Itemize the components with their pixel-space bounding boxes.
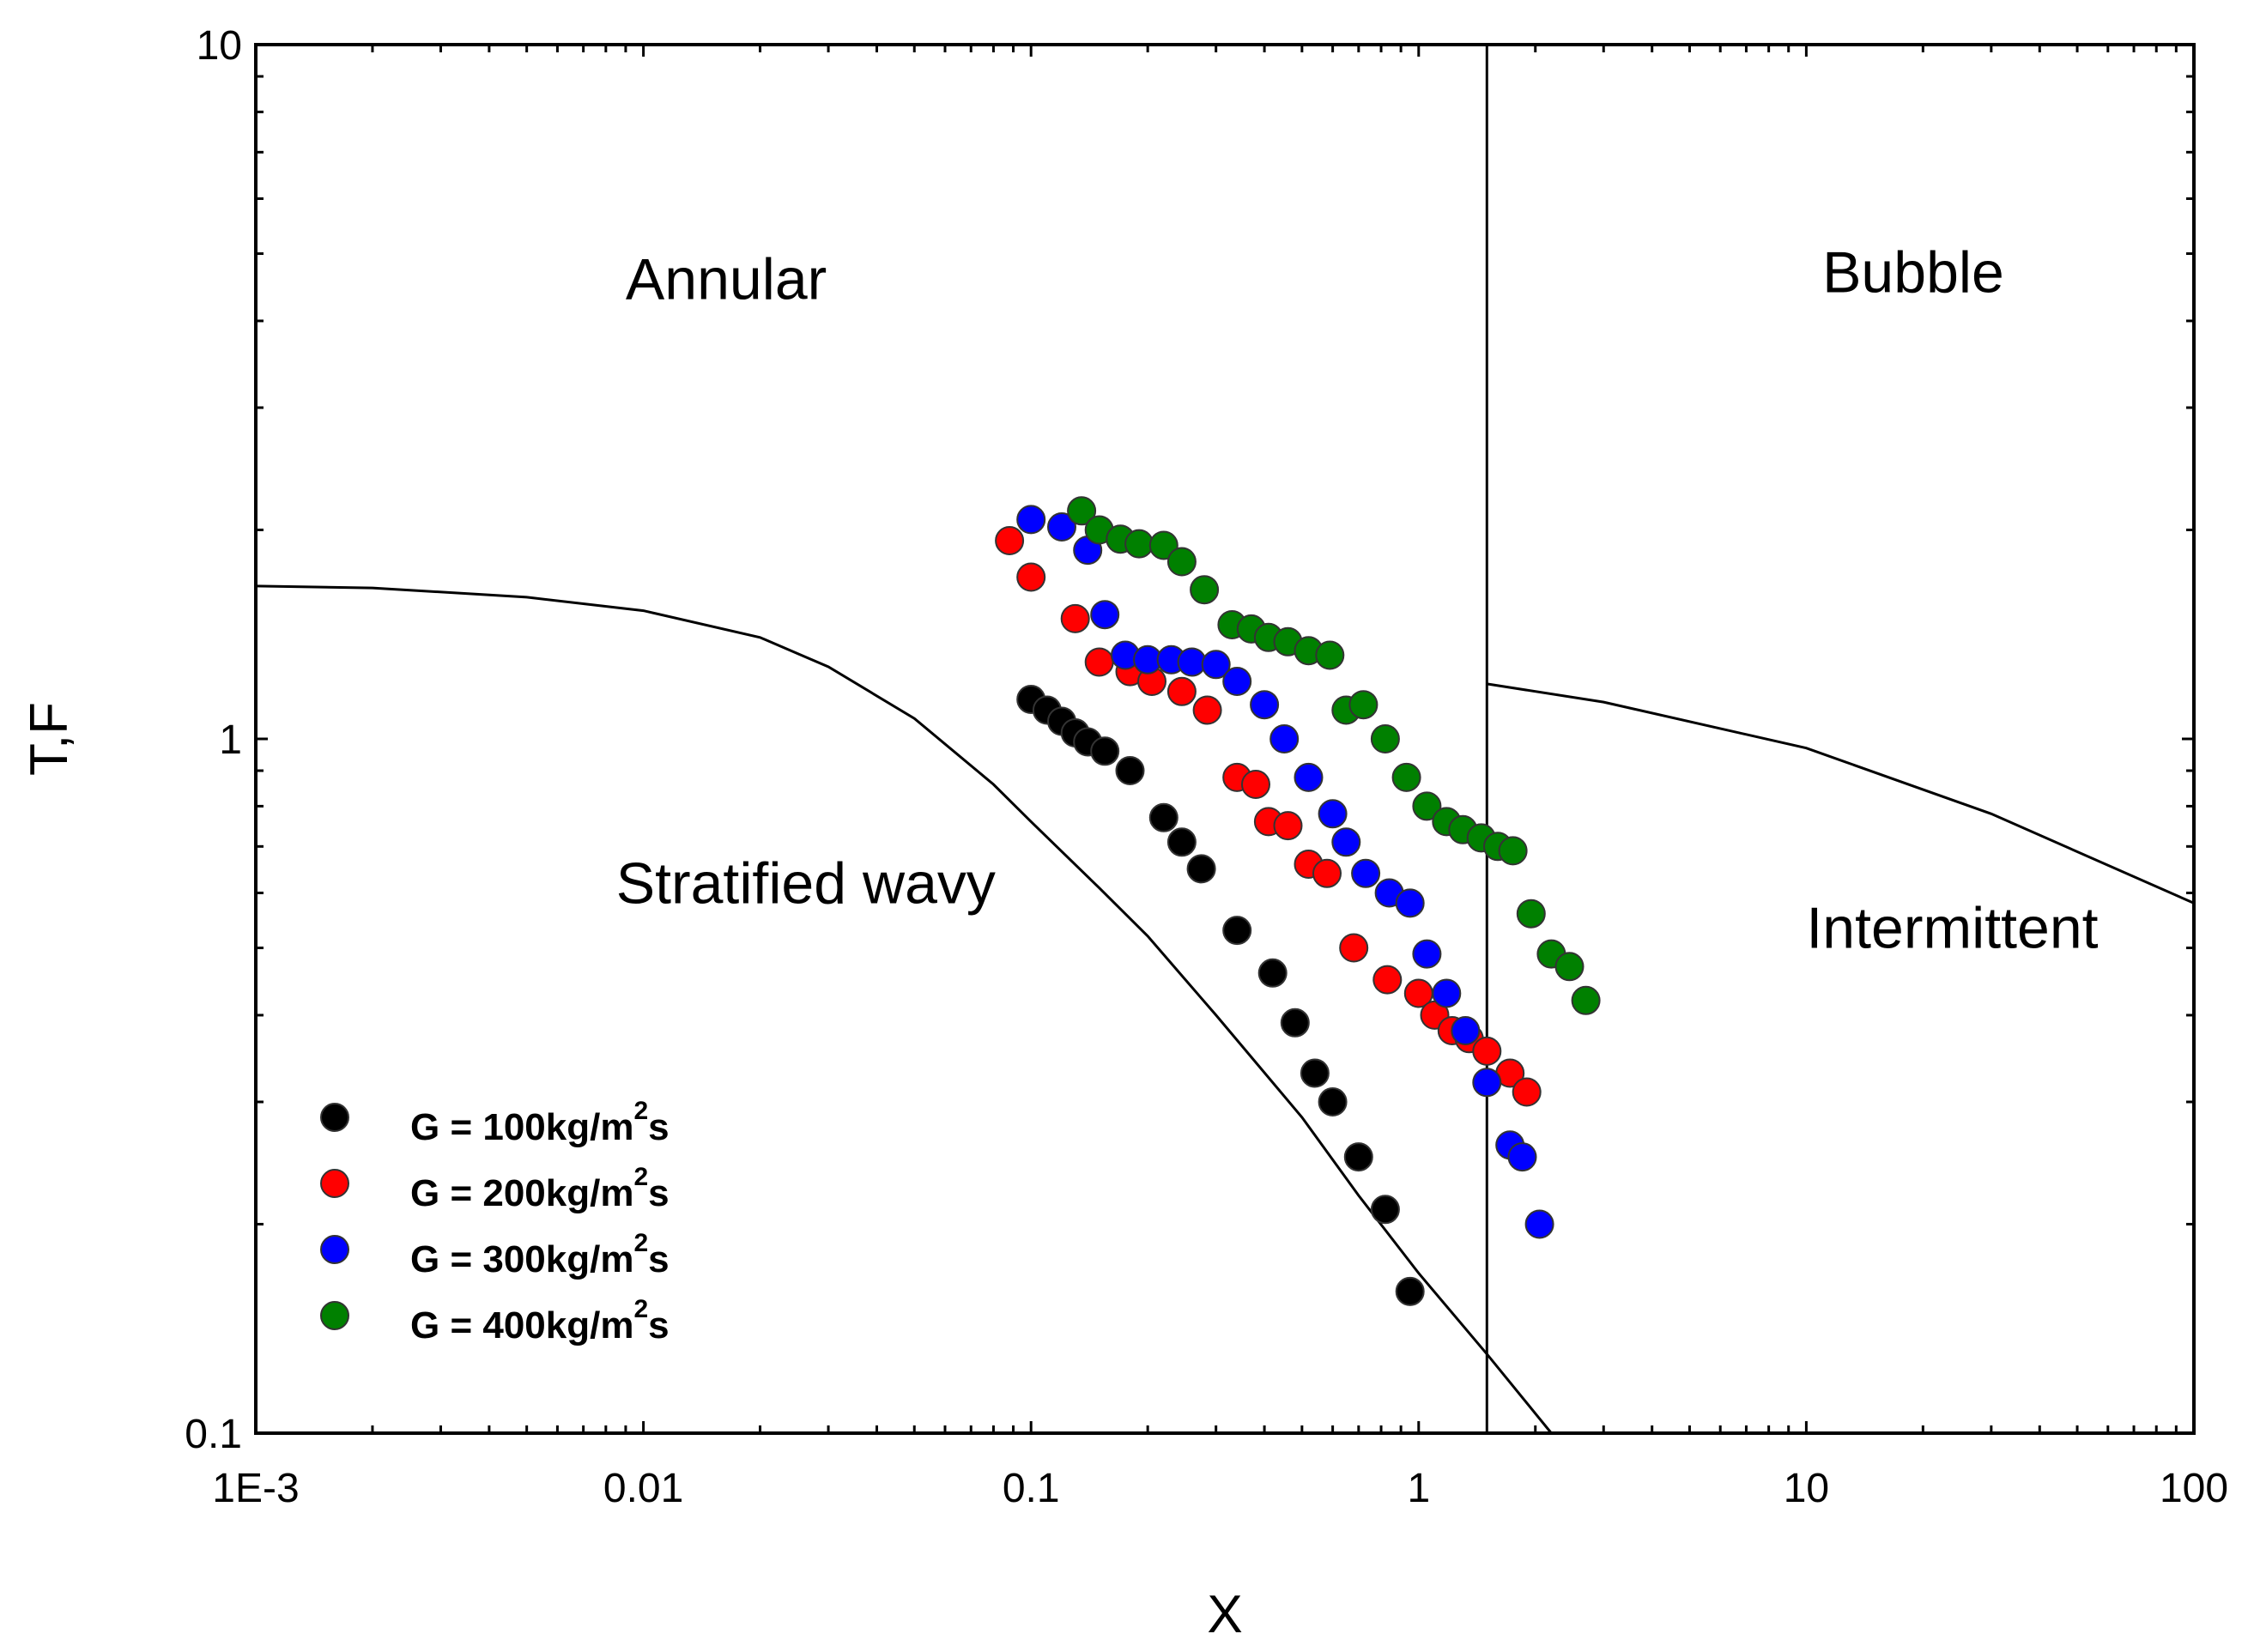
marker-series2-point-15 [1339,933,1369,963]
marker-series2-point-4 [1084,647,1114,677]
x-tick-label: 0.1 [1003,1466,1060,1511]
marker-series3-point-22 [1472,1068,1502,1098]
marker-series1-point-17 [1370,1195,1400,1225]
marker-series4-point-13 [1315,640,1345,670]
marker-series4-point-15 [1348,690,1378,720]
bubble-intermittent-boundary [1487,682,2195,905]
marker-series4-point-16 [1370,724,1400,753]
marker-series2-point-8 [1192,695,1222,725]
marker-series3-point-25 [1524,1209,1554,1239]
marker-series4-point-24 [1516,899,1546,929]
marker-series3-point-18 [1395,888,1425,918]
marker-series2-point-10 [1241,770,1270,799]
x-tick-label: 0.01 [603,1466,683,1511]
legend-marker-4 [320,1301,349,1330]
marker-series1-point-14 [1300,1058,1330,1088]
y-tick-label: 1 [219,717,242,763]
marker-series3-point-9 [1201,650,1231,680]
marker-series1-point-12 [1257,958,1288,988]
marker-series1-point-8 [1148,802,1179,832]
marker-series4-point-18 [1412,791,1442,821]
marker-series3-point-10 [1222,667,1252,696]
region-label-bubble: Bubble [1822,239,2004,305]
legend-marker-3 [320,1235,349,1264]
x-tick-label: 100 [2160,1466,2228,1511]
marker-series3-point-13 [1294,762,1324,792]
region-label-stratified-wavy: Stratified wavy [616,850,996,916]
marker-series2-point-21 [1472,1036,1502,1066]
marker-series2-point-7 [1166,676,1197,706]
legend-marker-2 [320,1169,349,1198]
marker-series1-point-11 [1222,916,1252,946]
marker-series4-point-4 [1124,529,1154,559]
marker-series4-point-6 [1166,547,1197,577]
marker-series4-point-27 [1571,985,1601,1015]
marker-series2-point-23 [1512,1077,1542,1107]
y-tick-label: 10 [197,23,242,69]
marker-series2-point-12 [1273,811,1303,841]
legend-label-3: G = 300kg/m2s [410,1229,670,1280]
region-label-annular: Annular [626,247,827,312]
data-markers [995,496,1601,1306]
marker-series4-point-26 [1554,952,1584,982]
marker-series3-point-15 [1331,827,1361,857]
axis-ticks: 1E-3 0.01 0.1 1 10 100 0.1 1 10 [185,23,2228,1511]
marker-series1-point-6 [1090,736,1120,766]
x-tick-label: 1 [1407,1466,1430,1511]
marker-series3-point-16 [1351,858,1381,888]
marker-series1-point-7 [1115,756,1145,785]
marker-series1-point-18 [1395,1276,1425,1306]
marker-series1-point-9 [1166,827,1197,857]
marker-series4-point-5 [1148,530,1179,560]
marker-series4-point-23 [1498,836,1528,866]
legend-label-4: G = 400kg/m2s [410,1295,670,1346]
marker-series3-point-4 [1090,600,1120,630]
marker-series4-point-17 [1391,762,1421,792]
marker-series3-point-1 [1016,505,1046,535]
marker-series1-point-16 [1343,1142,1373,1172]
marker-series1-point-10 [1186,854,1216,884]
marker-series1-point-13 [1280,1008,1310,1038]
legend-marker-1 [320,1103,349,1132]
marker-series2-point-3 [1060,603,1090,633]
marker-series4-point-7 [1190,575,1220,605]
x-axis-label: X [1207,1585,1242,1644]
marker-series3-point-11 [1250,690,1280,720]
marker-series3-point-8 [1177,647,1207,677]
legend-label-2: G = 200kg/m2s [410,1163,670,1214]
region-label-intermittent: Intermittent [1806,896,2098,961]
marker-series3-point-12 [1269,724,1300,753]
legend-label-1: G = 100kg/m2s [410,1097,670,1148]
x-tick-label: 10 [1784,1466,1829,1511]
marker-series2-point-16 [1372,965,1403,995]
x-tick-label: 1E-3 [212,1466,299,1511]
region-labels: Annular Bubble Stratified wavy Intermittent [616,239,2099,960]
marker-series3-point-21 [1451,1016,1481,1045]
marker-series3-point-14 [1318,799,1348,829]
y-axis-label: T,F [20,702,79,776]
marker-series3-point-24 [1507,1142,1537,1172]
marker-series2-point-2 [1016,562,1046,592]
marker-series4-point-1 [1067,496,1097,526]
marker-series2-point-14 [1312,858,1342,888]
legend: G = 100kg/m2s G = 200kg/m2s G = 300kg/m2s G… [320,1097,670,1346]
y-tick-label: 0.1 [185,1412,242,1457]
marker-series3-point-20 [1432,978,1462,1008]
marker-series3-point-2 [1047,512,1076,542]
marker-series1-point-15 [1318,1087,1348,1116]
marker-series2-point-1 [995,526,1025,555]
marker-series3-point-19 [1412,939,1442,969]
